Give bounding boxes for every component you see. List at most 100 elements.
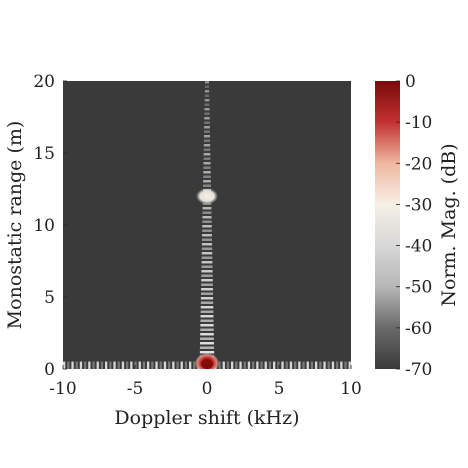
ridge-stripe [159, 361, 162, 369]
colorbar-tick-label: -60 [405, 319, 432, 339]
y-tick-label: 0 [44, 360, 55, 380]
ridge-stripe [202, 225, 212, 228]
y-axis-label: Monostatic range (m) [4, 121, 26, 330]
ridge-stripe [202, 220, 212, 223]
ridge-stripe [203, 166, 211, 169]
ridge-stripe [203, 153, 211, 156]
ridge-stripe [151, 361, 154, 369]
ridge-stripe [243, 361, 246, 369]
ridge-stripe [204, 121, 210, 124]
ridge-stripe [142, 361, 146, 369]
ridge-stripe [201, 283, 213, 286]
ridge-stripe [260, 361, 263, 369]
ridge-stripe [147, 361, 150, 369]
ridge-stripe [344, 361, 347, 369]
y-axis: 0 5 10 15 20 [33, 72, 67, 380]
ridge-stripe [204, 99, 210, 102]
ridge-stripe [222, 361, 225, 369]
ridge-stripe [202, 211, 212, 214]
ridge-stripe [200, 333, 214, 336]
ridge-stripe [172, 361, 175, 369]
ridge-stripe [88, 361, 91, 369]
ridge-stripe [203, 171, 211, 174]
ridge-stripe [294, 361, 297, 369]
ridge-stripe [218, 361, 221, 369]
ridge-stripe [96, 361, 99, 369]
ridge-stripe [205, 81, 209, 84]
ridge-stripe [79, 361, 83, 369]
ridge-stripe [201, 256, 213, 259]
ridge-stripe [201, 265, 213, 268]
ridge-stripe [200, 292, 214, 295]
ridge-stripe [203, 180, 211, 183]
ridge-stripe [200, 324, 214, 327]
colorbar-tick-label: 0 [405, 72, 416, 92]
x-axis: -10 -5 0 5 10 [49, 365, 362, 399]
ridge-stripe [105, 361, 108, 369]
colorbar-label: Norm. Mag. (dB) [438, 143, 460, 306]
x-tick-label: 10 [340, 379, 362, 399]
ridge-stripe [310, 361, 314, 369]
ridge-stripe [138, 361, 141, 369]
ridge-stripe [200, 306, 214, 309]
y-tick-label: 10 [33, 216, 55, 236]
ridge-stripe [200, 328, 214, 331]
ridge-stripe [204, 103, 210, 106]
ridge-stripe [200, 337, 214, 340]
ridge-stripe [315, 361, 318, 369]
ridge-stripe [200, 301, 214, 304]
ridge-stripe [348, 361, 351, 369]
ridge-stripe [200, 342, 214, 345]
ridge-stripe [155, 361, 158, 369]
ridge-stripe [203, 148, 211, 151]
ridge-stripe [201, 274, 213, 277]
ridge-stripe [203, 184, 211, 187]
ridge-stripe [302, 361, 305, 369]
ridge-stripe [201, 288, 213, 291]
ridge-stripe [201, 279, 213, 282]
ridge-stripe [277, 361, 280, 369]
x-tick-label: -5 [127, 379, 144, 399]
ridge-stripe [130, 361, 133, 369]
x-tick-label: 0 [202, 379, 213, 399]
ridge-stripe [323, 361, 326, 369]
plot-area [63, 81, 351, 369]
ridge-stripe [202, 234, 212, 237]
ridge-stripe [226, 361, 230, 369]
ridge-stripe [264, 361, 267, 369]
colorbar-gradient [375, 81, 400, 369]
ridge-stripe [201, 238, 213, 241]
ridge-stripe [204, 130, 210, 133]
colorbar: 0 -10 -20 -30 -40 -50 -60 -70 [375, 72, 432, 380]
colorbar-tick-label: -30 [405, 195, 432, 215]
ridge-stripe [63, 361, 66, 369]
y-tick-label: 15 [33, 144, 55, 164]
ridge-stripe [289, 361, 293, 369]
y-tick-label: 5 [44, 288, 55, 308]
x-axis-label: Doppler shift (kHz) [114, 407, 299, 429]
ridge-stripe [84, 361, 87, 369]
ridge-stripe [121, 361, 125, 369]
ridge-stripe [201, 247, 213, 250]
ridge-stripe [168, 361, 171, 369]
ridge-stripe [203, 144, 211, 147]
ridge-stripe [204, 94, 210, 97]
ridge-stripe [200, 319, 214, 322]
ridge-stripe [67, 361, 70, 369]
ridge-stripe [201, 270, 213, 273]
ridge-stripe [199, 351, 215, 354]
ridge-stripe [199, 346, 215, 349]
ridge-stripe [71, 361, 74, 369]
ridge-stripe [201, 252, 213, 255]
ridge-stripe [204, 108, 210, 111]
ridge-stripe [202, 207, 212, 210]
ridge-stripe [306, 361, 309, 369]
ridge-stripe [204, 90, 210, 93]
ridge-stripe [202, 229, 212, 232]
colorbar-tick-label: -20 [405, 154, 432, 174]
colorbar-ticks: 0 -10 -20 -30 -40 -50 -60 -70 [396, 72, 432, 380]
ridge-stripe [113, 361, 116, 369]
ridge-stripe [281, 361, 284, 369]
plot-layer [63, 81, 351, 369]
